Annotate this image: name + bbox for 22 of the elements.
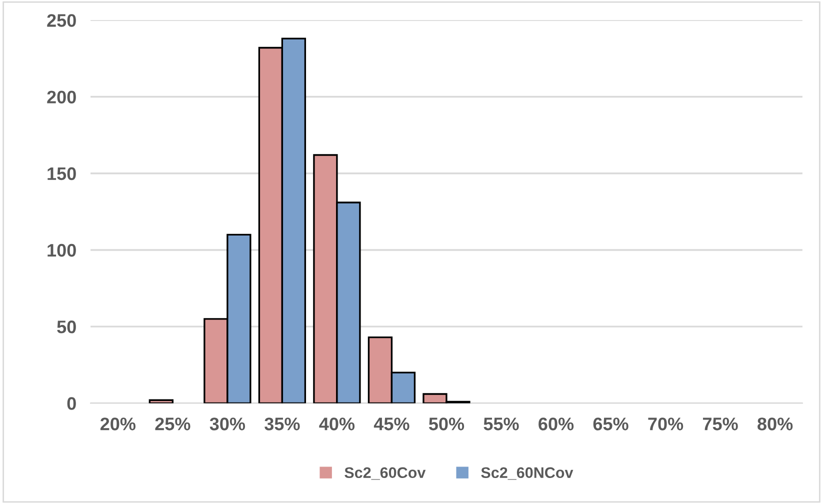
x-tick-label: 35% bbox=[264, 418, 300, 430]
bar bbox=[148, 399, 174, 404]
x-tick-label: 60% bbox=[538, 418, 574, 430]
legend-label: Sc2_60NCov bbox=[481, 467, 574, 480]
x-tick-label: 55% bbox=[484, 418, 519, 430]
y-tick-label: 0 bbox=[67, 397, 76, 410]
legend-label: Sc2_60Cov bbox=[344, 467, 426, 480]
x-tick-label: 75% bbox=[702, 418, 738, 430]
x-tick-label: 80% bbox=[758, 418, 793, 430]
x-tick-label: 70% bbox=[648, 418, 684, 430]
x-tick-label: 45% bbox=[374, 418, 410, 430]
x-tick-label: 30% bbox=[210, 418, 246, 430]
y-tick-label: 200 bbox=[47, 90, 76, 104]
y-tick-label: 100 bbox=[48, 244, 76, 257]
y-tick-label: 250 bbox=[47, 14, 76, 27]
x-tick-label: 65% bbox=[593, 418, 628, 430]
x-tick-label: 20% bbox=[100, 418, 136, 430]
x-tick-label: 40% bbox=[319, 418, 355, 430]
y-tick-label: 50 bbox=[57, 320, 76, 334]
x-tick-label: 25% bbox=[155, 418, 190, 430]
x-tick-label: 50% bbox=[428, 418, 464, 430]
y-tick-label: 150 bbox=[48, 167, 76, 180]
